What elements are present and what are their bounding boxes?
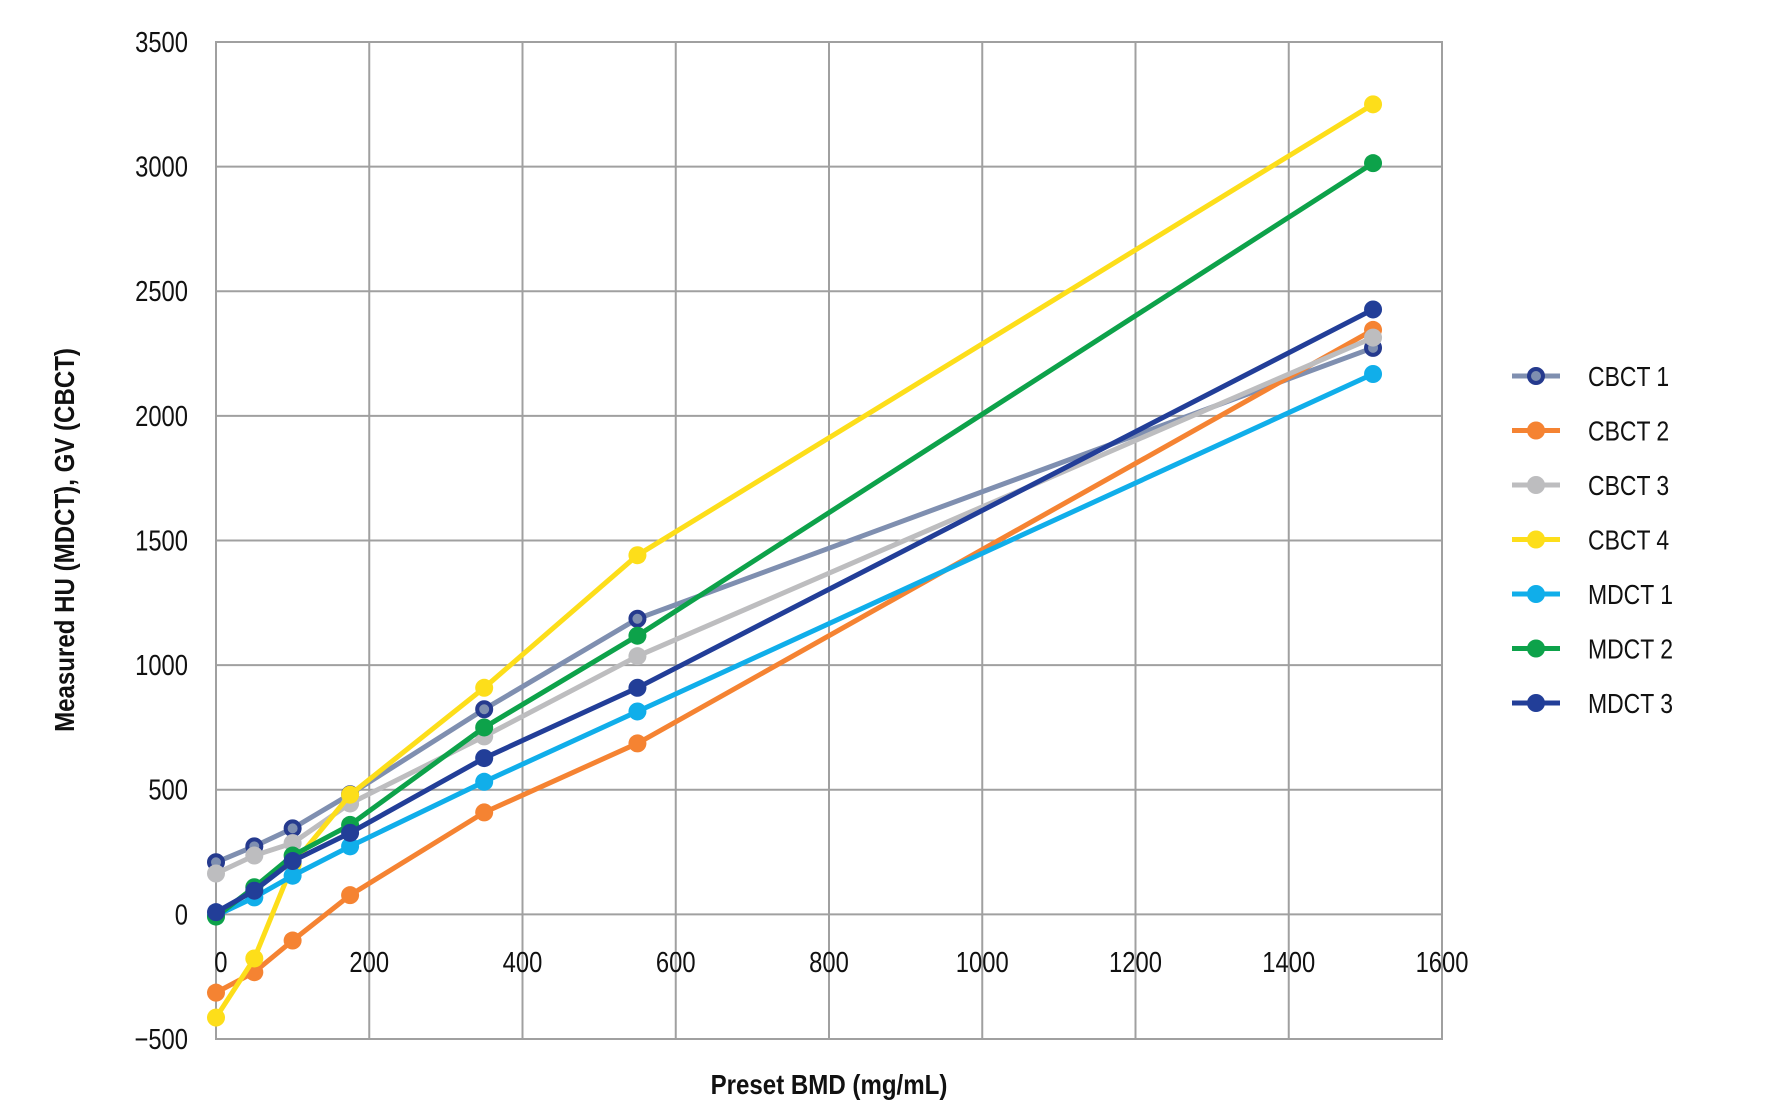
x-axis-label: Preset BMD (mg/mL) (711, 1068, 948, 1100)
series-line (214, 307, 1375, 915)
series-mdct-3 (207, 300, 1383, 922)
data-point (1364, 328, 1383, 347)
legend-marker (1527, 694, 1545, 712)
series-group (207, 95, 1383, 1027)
data-point (207, 864, 225, 883)
x-tick-label: 1400 (1262, 946, 1315, 979)
data-point (628, 734, 647, 753)
data-point (475, 749, 494, 768)
data-point (475, 700, 494, 719)
x-tick-label: 800 (809, 946, 849, 979)
series-mdct-1 (207, 365, 1383, 925)
legend-label: CBCT 2 (1588, 416, 1669, 447)
data-point (1364, 365, 1383, 384)
data-point (628, 609, 647, 628)
data-point (341, 886, 360, 905)
series-cbct-4 (207, 95, 1383, 1027)
data-point (1364, 95, 1383, 114)
legend-item: CBCT 1 (1512, 362, 1669, 393)
y-tick-label: 2500 (135, 275, 188, 308)
y-tick-label: 500 (148, 774, 188, 807)
legend-marker (1527, 421, 1545, 440)
legend-label: MDCT 2 (1588, 634, 1673, 665)
x-tick-label: 600 (656, 946, 696, 979)
data-point (245, 949, 264, 968)
data-point (283, 866, 302, 885)
data-point (341, 823, 360, 842)
legend-label: CBCT 1 (1588, 362, 1669, 393)
x-tick-label: 1600 (1416, 946, 1469, 979)
data-point (283, 834, 302, 853)
data-point (1364, 300, 1383, 319)
legend-label: CBCT 4 (1588, 525, 1669, 556)
x-axis-ticks: 0 200 400 600 800 1000 1200 1400 1600 (214, 946, 1468, 979)
data-point (207, 1008, 225, 1027)
y-axis-label: Measured HU (MDCT), GV (CBCT) (48, 348, 80, 732)
legend-item: MDCT 3 (1512, 689, 1673, 720)
data-point (628, 626, 647, 645)
data-point (475, 772, 494, 791)
series-cbct-2 (207, 320, 1383, 1002)
legend-item: MDCT 1 (1512, 580, 1673, 611)
y-tick-label: 3000 (135, 150, 188, 183)
legend-marker (1527, 585, 1545, 603)
y-tick-label: 0 (175, 898, 188, 931)
legend: CBCT 1 CBCT 2 CBCT 3 CBCT 4 MDCT 1 MDCT 2 MDCT… (1512, 362, 1673, 720)
data-point (628, 702, 647, 721)
legend-item: CBCT 2 (1512, 416, 1669, 447)
x-tick-label: 400 (503, 946, 543, 979)
data-point (207, 983, 225, 1002)
y-tick-label: 1000 (135, 649, 188, 682)
data-point (283, 852, 302, 871)
y-tick-label: −500 (134, 1023, 188, 1056)
x-tick-label: 0 (214, 946, 227, 979)
grid (215, 41, 1443, 1040)
x-tick-label: 1200 (1109, 946, 1162, 979)
data-point (475, 718, 494, 737)
legend-label: MDCT 3 (1588, 689, 1673, 720)
legend-label: MDCT 1 (1588, 580, 1673, 611)
data-point (341, 785, 360, 804)
y-axis-ticks: −500 0 500 1000 1500 2000 2500 3000 3500 (134, 26, 188, 1056)
legend-marker (1527, 639, 1545, 658)
data-point (207, 903, 225, 922)
data-point (1364, 154, 1383, 173)
data-point (628, 647, 647, 666)
y-tick-label: 3500 (135, 26, 188, 59)
data-point (475, 803, 494, 822)
data-point (283, 931, 302, 950)
data-point (245, 881, 264, 900)
data-point (245, 846, 264, 865)
series-line (214, 371, 1375, 918)
data-point (283, 819, 302, 838)
data-point (341, 837, 360, 856)
x-tick-label: 1000 (956, 946, 1009, 979)
legend-label: CBCT 3 (1588, 471, 1669, 502)
data-point (628, 678, 647, 697)
legend-item: MDCT 2 (1512, 634, 1673, 665)
legend-marker (1527, 530, 1545, 549)
series-line (214, 327, 1375, 995)
legend-item: CBCT 3 (1512, 471, 1669, 502)
x-tick-label: 200 (349, 946, 389, 979)
legend-marker (1527, 476, 1545, 494)
data-point (475, 678, 494, 697)
y-tick-label: 1500 (135, 524, 188, 557)
y-tick-label: 2000 (135, 400, 188, 433)
legend-item: CBCT 4 (1512, 525, 1669, 556)
legend-marker (1527, 367, 1545, 385)
data-point (628, 546, 647, 565)
